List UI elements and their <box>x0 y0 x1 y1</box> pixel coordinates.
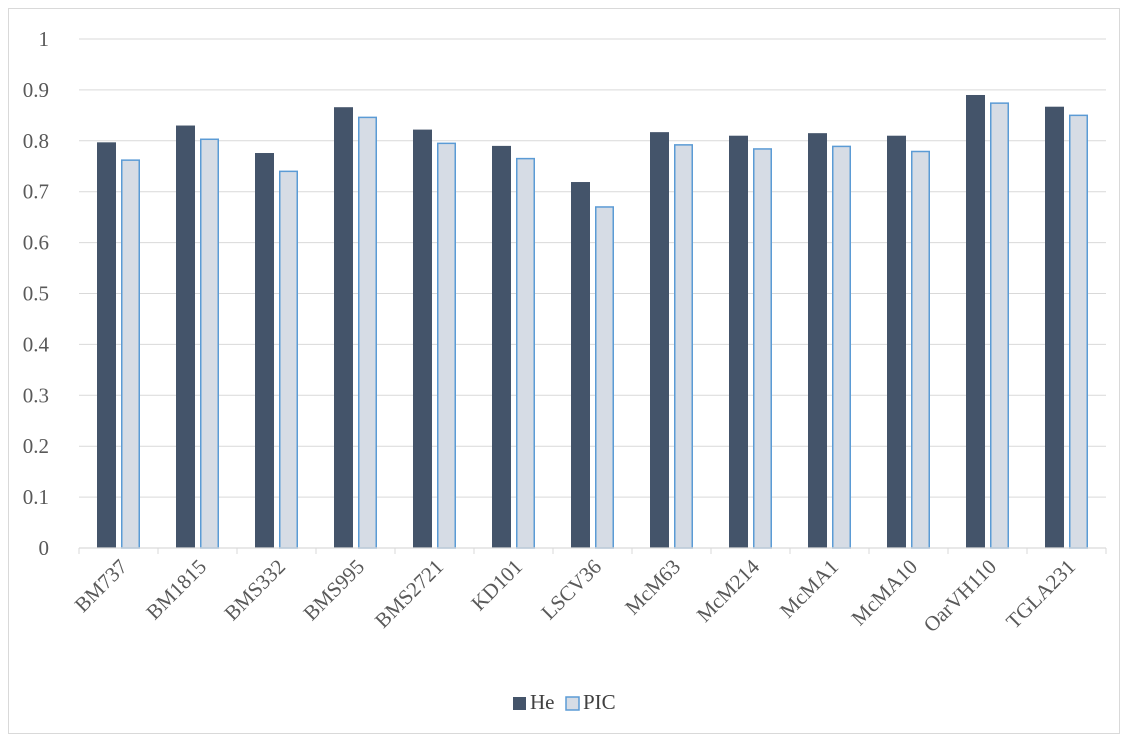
bar-he-mcma10 <box>887 135 906 548</box>
y-tick-label: 0.7 <box>23 180 49 204</box>
bar-he-mcma1 <box>808 133 827 548</box>
bar-pic-bms995 <box>358 116 377 549</box>
bar-he-bms995 <box>334 107 353 549</box>
bar-he-lscv36 <box>571 182 590 549</box>
bar-he-mcm63 <box>650 132 669 548</box>
x-tick-label: TGLA231 <box>1001 555 1080 634</box>
x-tick-label: McM63 <box>620 555 685 620</box>
bar-pic-mcm214 <box>753 148 772 549</box>
x-axis <box>78 547 1107 554</box>
y-axis-ticks: 0 0.1 0.2 0.3 0.4 0.5 0.6 0.7 0.8 0.9 1 <box>23 27 50 560</box>
y-tick-label: 0.8 <box>23 129 49 153</box>
x-tick-label: BMS2721 <box>370 555 448 633</box>
legend-swatch-pic <box>565 696 580 711</box>
y-tick-label: 0.9 <box>23 78 49 102</box>
chart-frame: 0 0.1 0.2 0.3 0.4 0.5 0.6 0.7 0.8 0.9 1 BM737 BM181… <box>8 8 1120 734</box>
y-tick-label: 0 <box>39 536 50 560</box>
bar-he-oarvh110 <box>966 94 985 549</box>
x-tick-label: OarVH110 <box>919 555 1001 637</box>
bar-pic-bm1815 <box>200 138 219 549</box>
bar-pic-bm737 <box>121 159 140 549</box>
bar-he-bm1815 <box>176 125 195 548</box>
y-tick-label: 0.6 <box>23 231 49 255</box>
x-tick-label: BM737 <box>70 555 132 617</box>
bar-chart: 0 0.1 0.2 0.3 0.4 0.5 0.6 0.7 0.8 0.9 1 BM737 BM181… <box>23 27 1107 714</box>
bar-he-bms2721 <box>413 129 432 548</box>
bar-he-bms332 <box>255 153 274 549</box>
bars <box>97 94 1088 549</box>
bar-pic-kd101 <box>516 157 535 549</box>
y-tick-label: 0.4 <box>23 332 50 356</box>
bar-he-kd101 <box>492 145 511 548</box>
x-tick-label: McM214 <box>692 554 765 627</box>
bar-pic-oarvh110 <box>990 102 1009 549</box>
bar-pic-bms332 <box>279 170 298 549</box>
y-tick-label: 0.5 <box>23 282 49 306</box>
y-tick-label: 1 <box>39 27 50 51</box>
x-tick-label: LSCV36 <box>536 555 606 625</box>
x-tick-label: McMA10 <box>846 555 922 631</box>
y-tick-label: 0.1 <box>23 485 49 509</box>
x-tick-label: BMS995 <box>298 555 369 626</box>
y-tick-label: 0.3 <box>23 383 49 407</box>
legend-label-he: He <box>530 690 555 714</box>
bar-pic-bms2721 <box>437 142 456 549</box>
x-axis-ticks: BM737 BM1815 BMS332 BMS995 BMS2721 KD101 LSCV3… <box>70 554 1080 637</box>
bar-pic-lscv36 <box>595 206 614 549</box>
x-tick-label: BMS332 <box>219 555 290 626</box>
bar-pic-mcma1 <box>832 145 851 549</box>
x-tick-label: McMA1 <box>775 555 843 623</box>
legend-label-pic: PIC <box>583 690 616 714</box>
bar-he-tgla231 <box>1045 106 1064 549</box>
bar-he-mcm214 <box>729 135 748 548</box>
y-tick-label: 0.2 <box>23 434 49 458</box>
bar-he-bm737 <box>97 142 116 548</box>
bar-pic-mcm63 <box>674 144 693 549</box>
x-tick-label: BM1815 <box>141 555 211 625</box>
bar-pic-mcma10 <box>911 150 930 549</box>
legend-swatch-he <box>513 697 526 710</box>
bar-pic-tgla231 <box>1069 114 1088 549</box>
gridlines <box>79 38 1106 498</box>
legend: He PIC <box>513 690 616 714</box>
x-tick-label: KD101 <box>466 555 527 616</box>
